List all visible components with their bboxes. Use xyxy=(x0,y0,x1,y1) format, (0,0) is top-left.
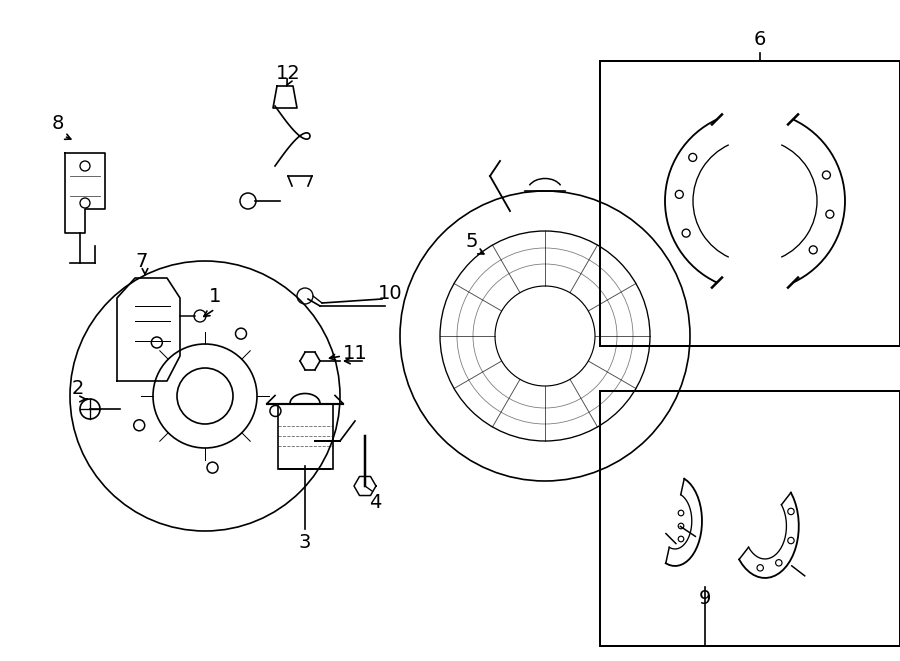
Text: 11: 11 xyxy=(343,344,367,362)
Text: 4: 4 xyxy=(369,494,382,512)
Text: 10: 10 xyxy=(378,284,402,303)
Bar xyxy=(277,403,332,469)
Bar xyxy=(600,391,900,646)
Text: 5: 5 xyxy=(466,231,478,251)
Text: 3: 3 xyxy=(299,533,311,553)
Text: 6: 6 xyxy=(754,30,766,48)
Text: 1: 1 xyxy=(209,286,221,305)
Bar xyxy=(600,61,900,346)
Text: 8: 8 xyxy=(52,114,64,132)
Text: 12: 12 xyxy=(275,63,301,83)
Text: 7: 7 xyxy=(136,251,149,270)
Text: 2: 2 xyxy=(72,379,85,399)
Text: 9: 9 xyxy=(698,590,711,609)
